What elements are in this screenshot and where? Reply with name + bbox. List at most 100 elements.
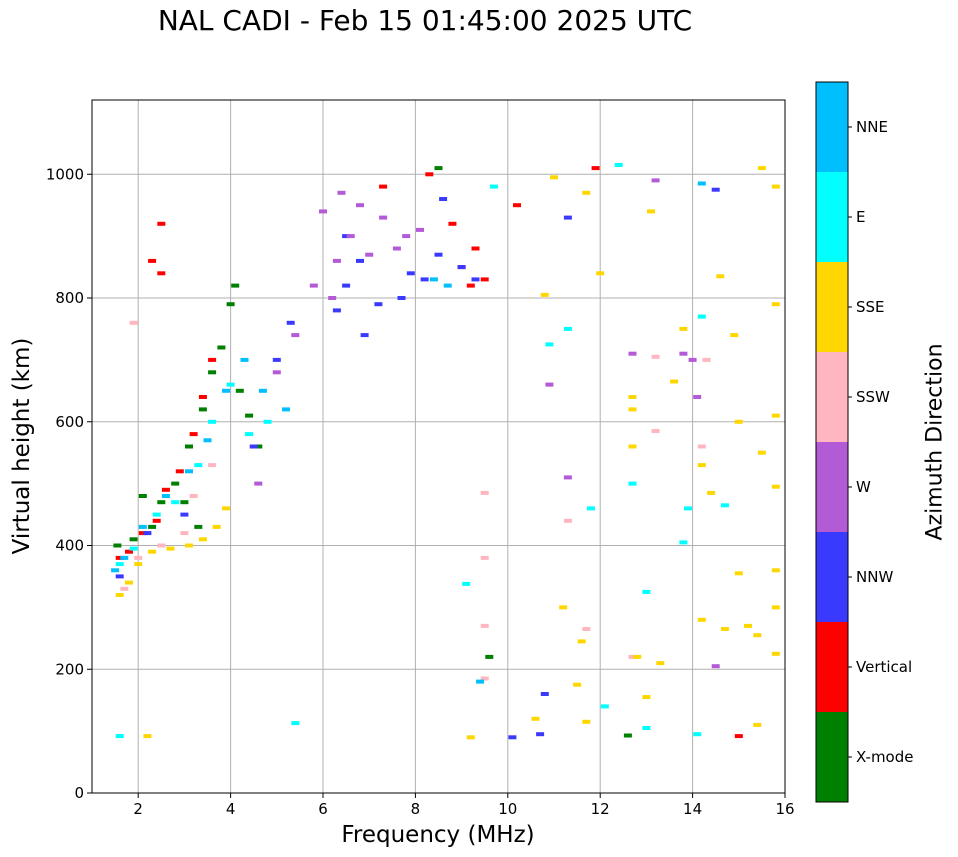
data-point <box>120 555 129 560</box>
data-point <box>679 351 688 356</box>
data-point <box>753 722 762 727</box>
x-axis-label: Frequency (MHz) <box>341 822 534 848</box>
data-point <box>194 463 203 468</box>
data-point <box>231 283 240 288</box>
data-point <box>392 246 401 251</box>
data-point <box>656 661 665 666</box>
data-point <box>245 432 254 437</box>
data-point <box>688 357 697 362</box>
data-point <box>771 184 780 189</box>
data-point <box>563 518 572 523</box>
data-point <box>254 444 263 449</box>
x-tick-label: 2 <box>133 800 143 818</box>
colorbar-tick-label: SSW <box>856 388 890 406</box>
colorbar-tick-label: SSE <box>856 298 885 316</box>
colorbar: X-mode Vertical NNW W SSW SSE E NNE <box>815 81 913 803</box>
data-point <box>157 221 166 226</box>
y-tick-label: 400 <box>55 537 84 555</box>
data-point <box>143 531 152 536</box>
data-point <box>753 633 762 638</box>
colorbar-tick-label: W <box>856 478 871 496</box>
data-point <box>582 719 591 724</box>
data-point <box>434 166 443 171</box>
data-point <box>166 546 175 551</box>
data-point <box>203 438 212 443</box>
data-point <box>596 271 605 276</box>
data-point <box>697 314 706 319</box>
data-point <box>480 623 489 628</box>
data-points <box>111 163 780 740</box>
data-point <box>462 581 471 586</box>
data-point <box>540 292 549 297</box>
data-point <box>319 209 327 214</box>
data-point <box>771 484 780 489</box>
data-point <box>208 419 217 424</box>
data-point <box>272 357 281 362</box>
data-point <box>480 676 489 681</box>
data-point <box>115 593 124 597</box>
plot-frame <box>91 99 786 794</box>
data-point <box>291 333 300 338</box>
data-point <box>582 627 591 631</box>
data-point <box>115 555 124 560</box>
data-point <box>198 407 207 412</box>
data-point <box>651 429 660 433</box>
data-point <box>111 568 120 573</box>
data-point <box>125 549 133 554</box>
y-axis-label: Virtual height (km) <box>9 338 35 555</box>
data-point <box>628 654 637 659</box>
data-point <box>702 357 711 362</box>
data-point <box>720 503 729 508</box>
data-point <box>249 444 258 449</box>
data-point <box>711 664 720 669</box>
data-point <box>480 277 489 282</box>
x-tick-label: 10 <box>498 800 517 818</box>
data-point <box>587 506 595 511</box>
data-point <box>161 494 170 498</box>
data-point <box>272 370 281 375</box>
data-point <box>679 326 688 331</box>
data-point <box>115 574 124 579</box>
data-point <box>480 555 489 560</box>
chart-title: NAL CADI - Feb 15 01:45:00 2025 UTC <box>157 4 693 37</box>
data-point <box>212 524 221 529</box>
data-point <box>379 184 388 189</box>
data-point <box>771 605 780 610</box>
data-point <box>757 166 766 171</box>
data-point <box>628 351 637 356</box>
colorbar-tick-label: NNE <box>856 118 888 136</box>
data-point <box>651 354 660 359</box>
data-point <box>647 209 655 214</box>
data-point <box>471 277 480 282</box>
data-point <box>125 580 133 585</box>
data-point <box>697 444 706 449</box>
colorbar-tick-label: Vertical <box>856 658 912 676</box>
y-tick-label: 600 <box>55 413 84 431</box>
data-point <box>360 333 369 338</box>
data-point <box>157 271 166 276</box>
colorbar-segment-w <box>816 442 848 532</box>
data-point <box>600 704 609 709</box>
data-point <box>744 623 752 628</box>
data-point <box>254 481 263 486</box>
colorbar-segment-nnw <box>816 532 848 622</box>
data-point <box>152 518 161 523</box>
series-ssw <box>120 320 711 681</box>
data-point <box>563 475 572 480</box>
data-point <box>185 543 193 548</box>
data-point <box>332 308 341 313</box>
data-point <box>245 413 254 418</box>
data-point <box>545 382 554 387</box>
data-point <box>730 333 739 338</box>
data-point <box>550 175 558 180</box>
data-point <box>480 490 489 495</box>
data-point <box>443 283 452 288</box>
data-point <box>734 571 743 576</box>
data-point <box>771 568 780 573</box>
data-point <box>420 277 429 282</box>
data-point <box>226 302 235 307</box>
data-point <box>175 469 184 474</box>
data-point <box>148 524 157 529</box>
data-point <box>143 734 152 739</box>
